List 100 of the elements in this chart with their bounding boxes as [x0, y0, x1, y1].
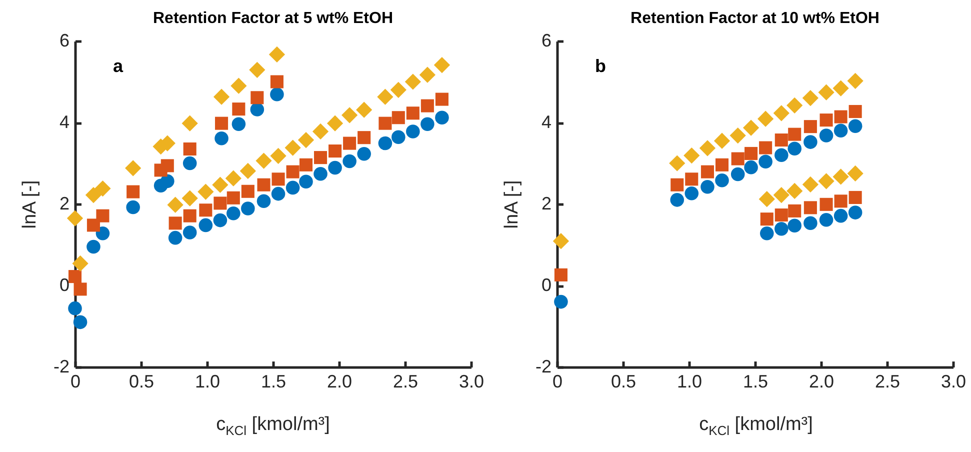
- point: [94, 180, 111, 197]
- point: [286, 180, 300, 195]
- point: [434, 56, 450, 74]
- point: [213, 88, 230, 105]
- y-tick-label: 2: [59, 194, 70, 214]
- point: [96, 226, 110, 240]
- y-tick-label: 0: [541, 275, 552, 295]
- point: [85, 186, 102, 204]
- point: [342, 107, 358, 124]
- point: [715, 158, 729, 172]
- y-axis-title: lnA [-]: [19, 180, 40, 229]
- point: [730, 167, 745, 182]
- x-tick-label: 3.0: [940, 372, 966, 392]
- point: [378, 136, 392, 150]
- point: [820, 114, 833, 127]
- point: [774, 222, 788, 236]
- point: [378, 116, 392, 130]
- point: [847, 165, 864, 182]
- point: [358, 131, 371, 144]
- point: [786, 182, 803, 200]
- point: [198, 218, 213, 232]
- x-tick-label: 3.0: [458, 372, 484, 392]
- point: [226, 206, 240, 220]
- point: [834, 208, 848, 223]
- point: [802, 90, 818, 106]
- point: [820, 198, 833, 211]
- x-tick-label: 2.0: [326, 372, 352, 392]
- point: [834, 124, 848, 138]
- point: [356, 102, 372, 118]
- point: [670, 193, 684, 207]
- chart-title: Retention Factor at 10 wt% EtOH: [630, 10, 880, 27]
- point: [760, 226, 774, 240]
- chart-title: Retention Factor at 5 wt% EtOH: [152, 10, 394, 27]
- point: [788, 128, 802, 141]
- annotation: b: [595, 56, 606, 76]
- point: [126, 200, 140, 214]
- point: [435, 110, 449, 124]
- point: [804, 135, 818, 149]
- point: [168, 216, 182, 230]
- point: [357, 147, 371, 161]
- point: [68, 301, 82, 316]
- point: [406, 106, 420, 120]
- point: [788, 142, 802, 156]
- point: [256, 194, 271, 208]
- point: [160, 159, 174, 172]
- point: [773, 186, 790, 204]
- point: [298, 132, 314, 148]
- point: [554, 294, 568, 309]
- y-tick-label: 4: [541, 112, 552, 132]
- x-axis-title: c$_{KCl}$ [kmol/m³]: [698, 414, 814, 438]
- point: [226, 191, 240, 204]
- point: [68, 270, 82, 284]
- point: [326, 115, 344, 132]
- point: [74, 282, 87, 296]
- point: [774, 208, 788, 222]
- point: [182, 156, 197, 170]
- point: [377, 88, 394, 105]
- point: [788, 204, 802, 218]
- point: [848, 190, 862, 204]
- point: [250, 102, 264, 116]
- point: [848, 206, 862, 220]
- point: [232, 117, 246, 132]
- point: [758, 110, 774, 127]
- point: [392, 111, 405, 124]
- x-tick-label: 1.0: [194, 372, 220, 392]
- point: [270, 88, 284, 102]
- y-tick-label: 6: [541, 30, 552, 50]
- point: [125, 160, 142, 176]
- point: [241, 202, 255, 216]
- point: [214, 132, 228, 146]
- point: [270, 75, 284, 88]
- point: [552, 233, 570, 250]
- point: [404, 74, 421, 90]
- point: [420, 117, 434, 132]
- point: [198, 184, 214, 200]
- point: [312, 123, 329, 140]
- point: [554, 268, 568, 282]
- point: [214, 196, 227, 210]
- point: [314, 166, 328, 181]
- point: [183, 142, 196, 156]
- point: [182, 115, 198, 132]
- point: [72, 255, 88, 272]
- point: [848, 119, 862, 134]
- point: [758, 191, 775, 208]
- point: [744, 146, 758, 160]
- y-tick-label: -2: [535, 356, 552, 376]
- point: [240, 162, 256, 180]
- point: [343, 136, 356, 150]
- point: [268, 46, 286, 63]
- point: [715, 173, 729, 188]
- point: [182, 190, 198, 206]
- point: [730, 127, 746, 144]
- point: [685, 172, 698, 186]
- point: [802, 176, 818, 192]
- point: [759, 141, 772, 154]
- point: [818, 173, 834, 190]
- point: [314, 151, 328, 164]
- point: [182, 226, 197, 240]
- point: [419, 66, 436, 83]
- point: [699, 140, 716, 156]
